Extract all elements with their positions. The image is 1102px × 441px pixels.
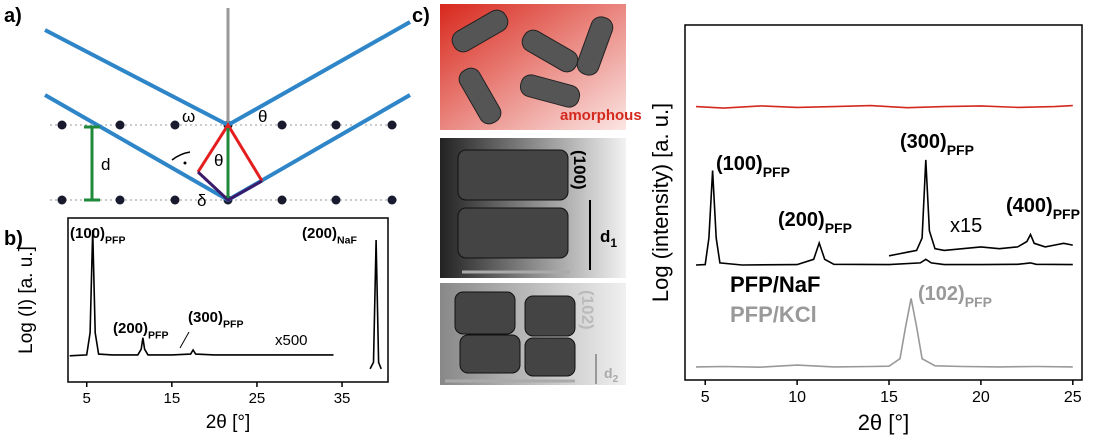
peak-sub: NaF xyxy=(337,234,357,246)
image-label: amorphous xyxy=(560,107,642,124)
spacing-label: d xyxy=(101,155,110,174)
peak-label: (300)PFP xyxy=(900,131,974,158)
peak-text: (100) xyxy=(716,153,763,175)
angle-label: ω xyxy=(182,107,195,126)
peak-label: (102)PFP xyxy=(918,283,992,310)
peak-text: x500 xyxy=(275,332,308,349)
x-tick-label: 25 xyxy=(1064,389,1082,406)
peak-sub: PFP xyxy=(223,318,243,330)
spacing-sub: 2 xyxy=(613,374,619,385)
peak-label: (100)PFP xyxy=(716,153,790,180)
spacing-text: d xyxy=(604,365,613,381)
peak-text: (200) xyxy=(113,320,148,337)
y-axis-label: Log (intensity) [a. u.] xyxy=(648,103,673,302)
leader xyxy=(180,332,189,348)
data-line xyxy=(696,171,1073,265)
peak-text: (102) xyxy=(918,283,965,305)
data-line xyxy=(696,106,1073,109)
x-axis-label: 2θ [°] xyxy=(858,410,910,435)
panel-label: a) xyxy=(4,5,22,27)
peak-label: (200)PFP xyxy=(113,320,168,341)
peak-text: (300) xyxy=(900,131,947,153)
peak-sub: PFP xyxy=(947,142,974,158)
x-tick-label: 15 xyxy=(163,390,180,407)
peak-label: (200)PFP xyxy=(778,209,852,236)
peak-sub: PFP xyxy=(105,234,125,246)
peak-text: (300) xyxy=(188,309,223,326)
x-tick-label: 5 xyxy=(83,390,91,407)
peak-sub: PFP xyxy=(1053,206,1080,222)
peak-label: (300)PFP xyxy=(188,309,243,330)
peak-text: (200) xyxy=(302,225,337,242)
peak-label: x500 xyxy=(275,332,308,349)
image-label: (102) xyxy=(578,290,597,330)
x-tick-label: 15 xyxy=(880,389,898,406)
peak-text: (200) xyxy=(778,209,825,231)
path-label: δ xyxy=(197,191,206,210)
peak-sub: PFP xyxy=(148,329,168,341)
chart: 5 10 15 20 25 2θ [°] Log (intensity) [a. u.] PF… xyxy=(648,25,1082,435)
peak-label: (400)PFP xyxy=(1006,195,1080,222)
peak-label: (100)PFP xyxy=(70,225,125,246)
x-tick-label: 20 xyxy=(972,389,990,406)
peak-sub: PFP xyxy=(825,220,852,236)
x-tick-label: 5 xyxy=(701,389,710,406)
data-line xyxy=(370,240,381,369)
image-label: (100) xyxy=(570,150,589,190)
peak-text: x15 xyxy=(950,215,982,237)
spacing-text: d xyxy=(600,227,610,246)
peak-label: x15 xyxy=(950,215,982,237)
angle-label: θ xyxy=(214,151,223,170)
peak-sub: PFP xyxy=(763,164,790,180)
series-label: PFP/NaF xyxy=(730,272,820,297)
x-tick-label: 35 xyxy=(334,390,351,407)
peak-label: (200)NaF xyxy=(302,225,357,246)
diffraction-diagram: ω θ θ d δ xyxy=(45,8,410,210)
peak-sub: PFP xyxy=(965,294,992,310)
panel-label: c) xyxy=(412,5,430,27)
y-axis-label: Log (I) [a. u.] xyxy=(16,246,37,354)
angle-label: θ xyxy=(258,107,267,126)
peak-text: (400) xyxy=(1006,195,1053,217)
figure: a) b) c) ω θ θ d δ xyxy=(0,0,1102,441)
x-axis-label: 2θ [°] xyxy=(206,412,251,433)
peak-text: (100) xyxy=(70,225,105,242)
x-tick-label: 25 xyxy=(249,390,266,407)
structure-images: amorphous (100) d1 (102) d2 xyxy=(440,4,642,385)
path-line xyxy=(198,125,262,181)
series-label: PFP/KCl xyxy=(730,302,817,327)
x-tick-label: 10 xyxy=(788,389,806,406)
spacing-sub: 1 xyxy=(610,236,617,250)
